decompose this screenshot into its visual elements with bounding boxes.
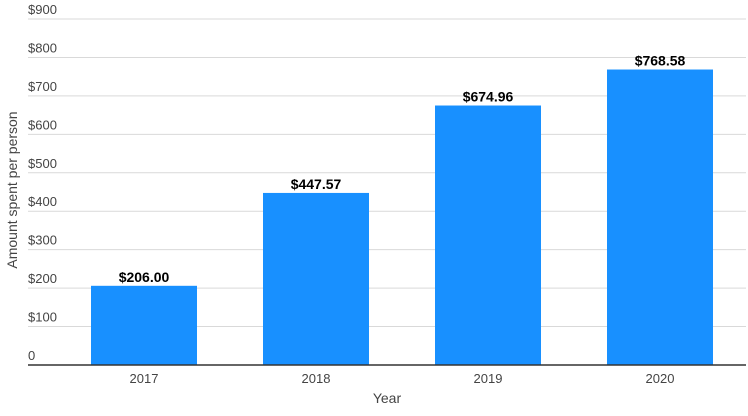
y-tick-label: $300	[28, 233, 57, 248]
bar-2020	[607, 69, 713, 366]
x-axis-ticks: 2017 2018 2019 2020	[130, 371, 675, 386]
bar-2018	[263, 192, 369, 365]
y-tick-label: $100	[28, 310, 57, 325]
y-tick-label: $700	[28, 79, 57, 94]
y-tick-label: $400	[28, 194, 57, 209]
data-labels: $206.00 $447.57 $674.96 $768.58	[119, 53, 686, 285]
y-tick-label: 0	[28, 348, 35, 363]
bar-2019	[435, 105, 541, 365]
data-label: $674.96	[463, 89, 514, 105]
y-axis-ticks: 0 $100 $200 $300 $400 $500 $600 $700 $800 $900	[28, 2, 57, 363]
y-tick-label: $800	[28, 40, 57, 55]
data-label: $206.00	[119, 269, 170, 285]
x-tick-label: 2017	[130, 371, 159, 386]
data-label: $447.57	[291, 176, 342, 192]
y-tick-label: $900	[28, 2, 57, 17]
x-tick-label: 2018	[302, 371, 331, 386]
y-tick-label: $500	[28, 156, 57, 171]
y-tick-label: $200	[28, 271, 57, 286]
y-axis-title: Amount spent per person	[4, 111, 20, 268]
bars	[91, 69, 713, 366]
x-tick-label: 2020	[646, 371, 675, 386]
data-label: $768.58	[635, 53, 686, 69]
bar-2017	[91, 285, 197, 365]
x-tick-label: 2019	[474, 371, 503, 386]
y-tick-label: $600	[28, 117, 57, 132]
x-axis-title: Year	[373, 390, 402, 406]
